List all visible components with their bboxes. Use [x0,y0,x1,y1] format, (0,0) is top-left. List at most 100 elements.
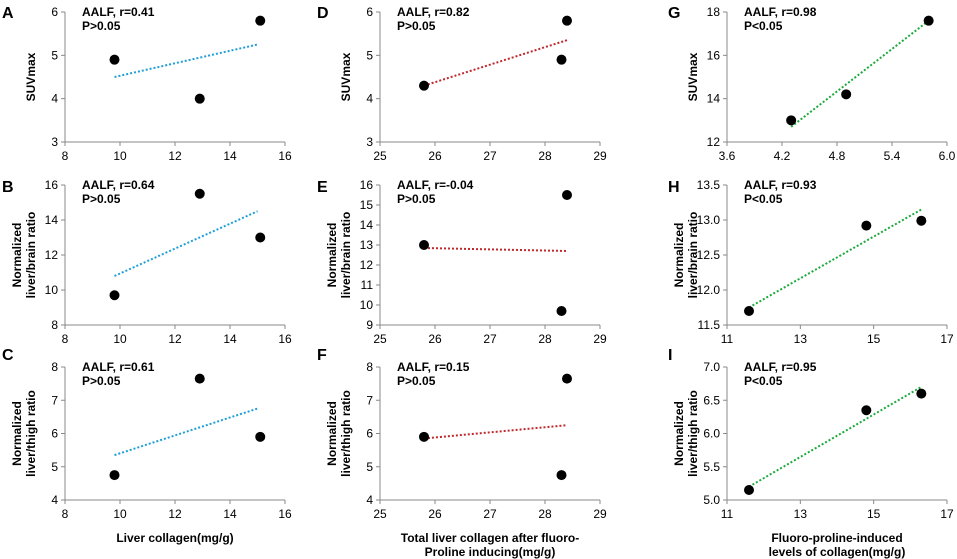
annotation-text: AALF, r=0.95 [744,360,817,374]
x-tick-label: 13 [794,507,808,521]
data-point [255,232,266,243]
trend-line [423,247,568,252]
y-tick-label: 14 [360,218,374,232]
annotation-text: AALF, r=0.93 [744,178,817,192]
annotation-text: P>0.05 [82,374,121,388]
y-axis-label: SUVmax [24,52,38,101]
y-tick-label: 13 [360,238,374,252]
y-tick-label: 5 [366,48,373,62]
panel-letter: H [668,179,680,196]
y-tick-label: 8 [51,318,58,332]
x-tick-label: 17 [940,332,954,346]
y-tick-label: 5.0 [703,493,720,507]
y-tick-label: 14 [707,92,721,106]
data-point [562,190,572,200]
data-point [109,290,120,301]
x-tick-label: 3.6 [719,149,736,163]
x-tick-label: 4.2 [774,149,791,163]
y-tick-label: 3 [51,135,58,149]
trend-line [114,43,258,78]
annotation-text: AALF, r=0.41 [82,5,155,19]
x-tick-label: 13 [794,332,808,346]
x-tick-label: 12 [168,507,182,521]
x-tick-label: 29 [593,507,607,521]
x-tick-label: 25 [373,332,387,346]
data-point [556,54,567,65]
trend-line [790,19,930,128]
data-point [861,220,872,231]
y-tick-label: 5 [366,460,373,474]
trend-line [423,39,568,87]
y-axis-label: liver/brain ratio [339,212,353,299]
x-tick-label: 27 [483,507,497,521]
panel-i: 5.0 5.5 6.0 6.5 7.0 11 13 15 17 AALF, r=0.95P<0.0… [668,347,954,559]
y-tick-label: 4 [366,493,373,507]
x-axis-label: Proline inducing(mg/g) [425,545,556,559]
data-point [744,485,754,496]
annotation-text: P>0.05 [82,192,121,206]
panel-letter: G [668,5,680,22]
y-tick-label: 8 [51,360,58,374]
x-tick-label: 25 [373,149,387,163]
panel-letter: A [2,5,14,22]
y-tick-label: 12 [360,258,374,272]
y-tick-label: 14 [45,213,59,227]
y-tick-label: 18 [707,5,721,19]
data-point [786,115,797,126]
data-point [556,306,567,316]
y-tick-label: 10 [360,298,374,312]
x-tick-label: 29 [593,149,607,163]
x-tick-label: 8 [62,507,69,521]
y-tick-label: 15 [360,198,374,212]
annotation-text: AALF, r=0.64 [82,178,155,192]
y-tick-label: 6 [51,427,58,441]
x-tick-label: 8 [62,332,69,346]
y-axis-label: SUVmax [339,52,353,101]
y-tick-label: 6.5 [703,393,720,407]
x-tick-label: 11 [721,332,734,346]
data-point [562,373,572,384]
x-tick-label: 17 [940,507,954,521]
data-point [916,215,927,226]
x-tick-label: 5.4 [884,149,901,163]
trend-line [114,407,258,457]
y-tick-label: 13.0 [697,213,721,227]
panel-g: 12 14 16 18 3.6 4.2 4.8 5.4 6.0 AALF, r=0.98P<0.0… [668,5,956,163]
panel-c: 4 5 6 7 8 8 10 12 14 16 AALF, r=0.61P>0.05 C Normali… [2,347,292,545]
y-tick-label: 6.0 [703,427,720,441]
annotation-text: AALF, r=0.61 [82,360,155,374]
data-point [556,470,567,481]
data-point [419,80,429,91]
y-tick-label: 4 [366,92,373,106]
data-point [841,89,852,100]
y-tick-label: 7 [51,393,58,407]
annotation-text: P>0.05 [397,19,436,33]
data-point [194,188,205,199]
annotation-text: P<0.05 [744,192,783,206]
x-tick-label: 12 [168,149,182,163]
annotation-text: P<0.05 [744,374,783,388]
y-axis-label: Normalized [672,223,686,288]
y-axis-label: Normalized [325,401,339,466]
trend-line [114,210,258,277]
x-tick-label: 25 [373,507,387,521]
y-tick-label: 9 [366,318,373,332]
annotation-text: P<0.05 [744,19,783,33]
y-tick-label: 12.5 [697,248,721,262]
panel-d: 3 4 5 6 25 26 27 28 29 AALF, r=0.82P>0.05 D SUVmax [317,5,607,163]
x-tick-label: 4.8 [829,149,846,163]
panel-letter: D [317,5,329,22]
y-tick-label: 7 [366,393,373,407]
y-axis-label: Normalized [10,223,24,288]
x-tick-label: 28 [538,507,552,521]
x-tick-label: 27 [483,332,497,346]
data-point [194,93,205,104]
y-tick-label: 5 [51,460,58,474]
y-axis-label: liver/thigh ratio [686,390,700,477]
y-axis-label: Normalized [325,223,339,288]
data-point [419,240,429,250]
x-tick-label: 15 [867,332,881,346]
y-tick-label: 5.5 [703,460,720,474]
y-tick-label: 12 [45,248,59,262]
y-tick-label: 16 [707,48,721,62]
